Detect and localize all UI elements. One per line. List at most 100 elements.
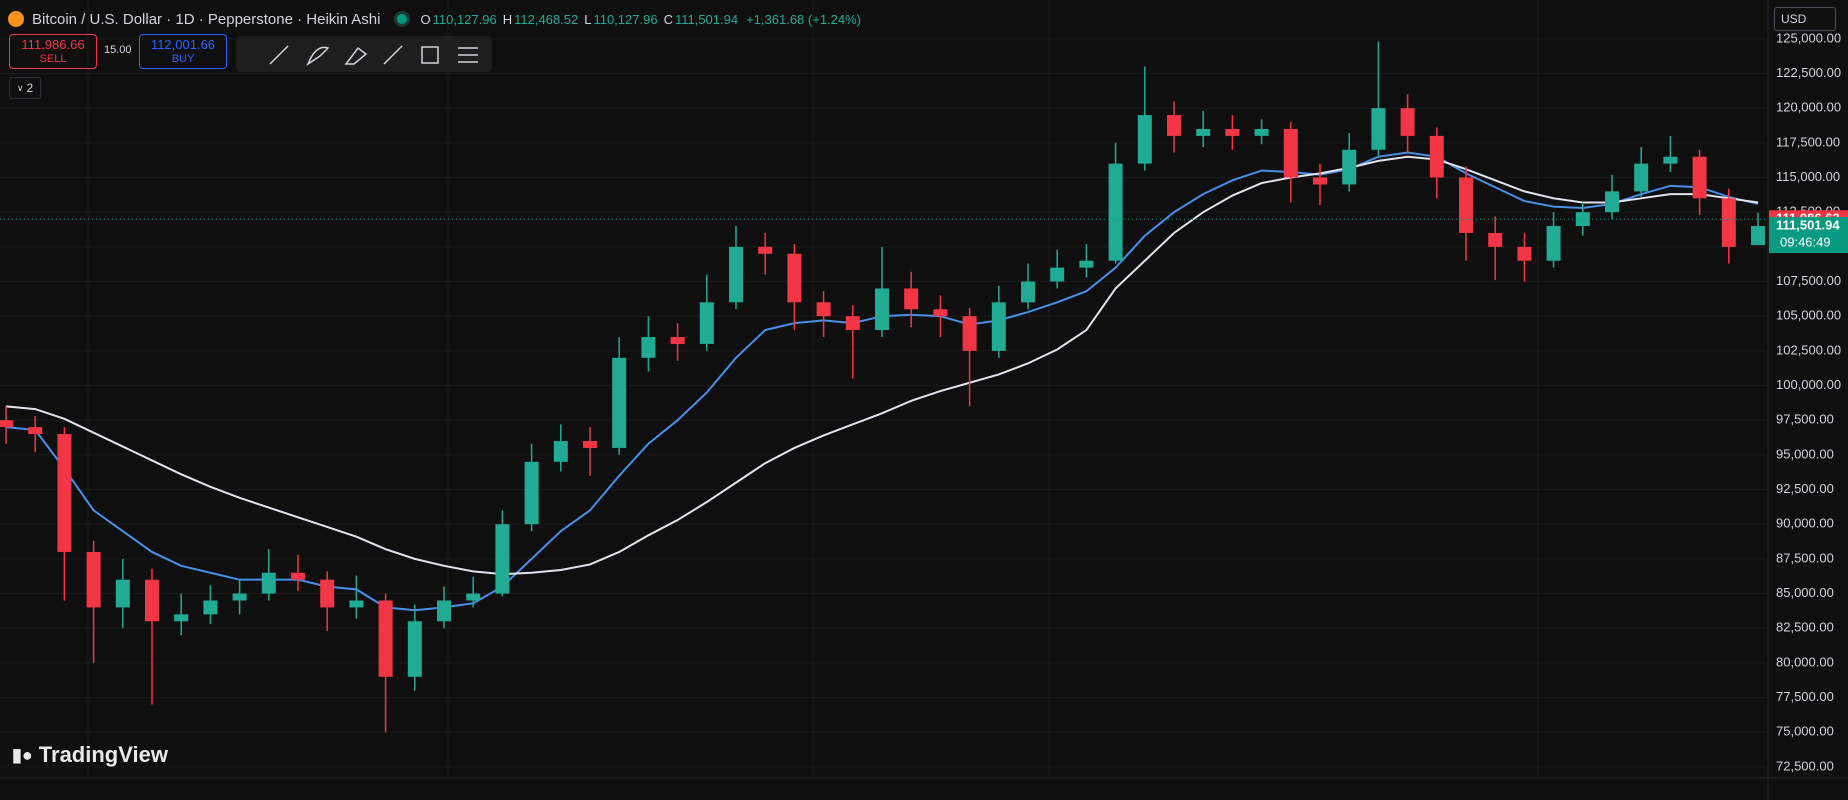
currency-select[interactable]: USD [1774,7,1836,31]
y-tick-label: 77,500.00 [1776,689,1834,704]
brush-tool[interactable] [306,46,330,66]
highlighter-tool[interactable] [344,46,368,65]
sell-label: SELL [39,52,67,65]
y-tick-label: 95,000.00 [1776,446,1834,461]
candle-body [1546,226,1561,261]
candle-body [1488,232,1503,247]
indicator-count: 2 [26,81,34,95]
candle-body [1751,226,1765,246]
logo-mark: ▮● [12,744,33,765]
candle-body [875,288,889,331]
candle-body [1371,108,1386,150]
candle-body [904,288,919,310]
arrow-tool[interactable] [383,45,403,65]
coin-icon [8,11,24,27]
price-axis: 72,500.00 75,000.00 77,500.00 80,000.00 82,5… [1769,30,1848,773]
ohlc-label: L [584,11,592,27]
price-label: 111,501.94 [1776,217,1840,232]
candle-body [1400,108,1415,136]
candle-body [962,316,977,351]
candle-body [1459,177,1473,233]
candle-body [758,246,773,254]
sell-button[interactable]: 111,986.66 SELL [9,34,97,69]
vertical-grid [87,0,1539,778]
candle-body [174,614,189,622]
y-tick-label: 102,500.00 [1776,342,1841,357]
y-tick-label: 122,500.00 [1776,65,1841,80]
symbol-title[interactable]: Bitcoin / U.S. Dollar · 1D · Pepperstone… [32,10,381,28]
y-tick-label: 120,000.00 [1776,100,1841,115]
indicators-toggle[interactable]: ∨ 2 [9,77,41,99]
brand-logo: ▮● TradingView [12,742,168,768]
fib-tool[interactable] [458,47,478,63]
candle-body [320,579,335,608]
candle-body [729,246,743,303]
y-tick-label: 115,000.00 [1776,169,1840,184]
candle-body [787,253,802,303]
candle-body [145,579,159,622]
candle-body [1721,198,1736,247]
candle-body [524,461,539,525]
candle-body [1605,191,1619,213]
y-tick-label: 85,000.00 [1776,585,1834,600]
ohlc-value: 112,468.52 [514,11,579,27]
symbol-header: Bitcoin / U.S. Dollar · 1D · Pepperstone… [8,8,865,30]
y-tick-label: 105,000.00 [1776,308,1841,323]
candle-body [378,600,393,677]
candle-body [1108,163,1123,261]
drawing-toolbar [236,36,492,72]
candle-body [1313,177,1327,185]
price-label-bg [1769,217,1848,254]
candle-body [845,316,860,331]
candle-body [1517,246,1532,261]
candle-body [1167,115,1181,136]
candle-body [115,579,130,608]
buy-label: BUY [171,52,195,65]
candle-body [553,441,568,462]
candle-body [1342,149,1357,185]
candle-body [816,302,831,317]
plot [0,41,1768,733]
candle-body [261,572,276,594]
brand-name: TradingView [38,742,168,767]
candle-body [466,593,481,601]
candle-body [1283,128,1298,178]
grid [0,38,1768,768]
y-tick-label: 97,500.00 [1776,412,1834,427]
trend-line-tool[interactable] [269,45,289,65]
ohlc-value: 110,127.96 [432,11,497,27]
toolbar-icons [269,45,478,66]
y-tick-label: 107,500.00 [1776,273,1841,288]
y-tick-label: 80,000.00 [1776,654,1834,669]
rectangle-tool[interactable] [421,46,439,64]
candle-body [1575,212,1590,227]
candle-body [991,302,1006,351]
candle-body [583,441,597,448]
candle-body [1225,128,1240,136]
candle-body [641,336,656,358]
candle-body [0,420,13,428]
candle-body [495,524,510,594]
spread: 15.00 [104,44,132,56]
candle-body [1021,281,1035,303]
candle-body [1050,267,1065,282]
y-tick-label: 87,500.00 [1776,550,1834,565]
candle-body [86,551,101,608]
candle-body [437,600,451,622]
candle-body [1663,156,1678,164]
candle-body [699,302,714,344]
ohlc-value: 110,127.96 [593,11,658,27]
y-tick-label: 125,000.00 [1776,30,1841,45]
candle-body [1634,163,1649,192]
ohlc-label: C [663,11,673,27]
candle-body [57,434,72,552]
buy-button[interactable]: 112,001.66 BUY [139,34,227,69]
y-tick-label: 117,500.00 [1776,134,1840,149]
market-status [394,11,411,27]
buy-price: 112,001.66 [150,36,216,52]
candle-body [349,600,364,608]
candle-body [1429,135,1444,178]
